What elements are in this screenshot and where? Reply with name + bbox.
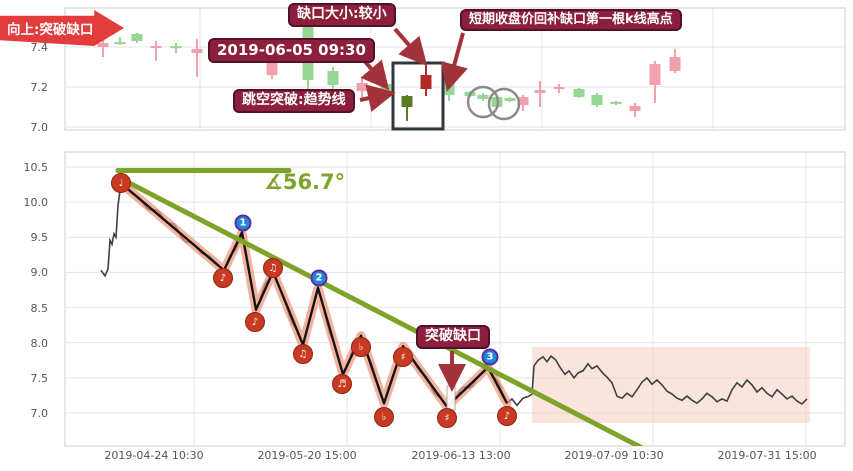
bottom-y-tick: 8.5 — [30, 301, 49, 315]
wave-note-marker: ♫ — [293, 344, 313, 364]
candlestick-series — [97, 25, 681, 121]
wave-note-marker: ♪ — [245, 312, 265, 332]
candle — [327, 71, 339, 85]
wave-note-marker: ♪ — [497, 406, 517, 426]
top-y-tick: 7.0 — [30, 121, 49, 134]
candle — [573, 89, 585, 97]
x-tick-label: 2019-07-31 15:00 — [717, 449, 817, 462]
wave-number-marker: 1 — [234, 214, 252, 232]
annotation-jump-breakout: 跳空突破:趋势线 — [233, 89, 355, 113]
gap-marker — [446, 385, 456, 411]
pattern-circle — [466, 85, 500, 119]
wave-note-marker: ♭ — [351, 337, 371, 357]
wave-note-marker: ♫ — [263, 258, 283, 278]
trend-line — [114, 173, 644, 446]
candle — [401, 96, 413, 107]
candle — [170, 46, 182, 48]
candle — [504, 98, 516, 101]
top-y-tick: 7.4 — [30, 41, 49, 54]
wave-note-marker: ♭ — [374, 407, 394, 427]
candle — [610, 102, 622, 104]
annotation-short-term-close: 短期收盘价回补缺口第一根k线高点 — [460, 9, 682, 32]
top-panel — [64, 7, 846, 131]
candle — [629, 106, 641, 111]
wave-number-marker: 3 — [481, 348, 499, 366]
x-tick-label: 2019-04-24 10:30 — [104, 449, 204, 462]
gap-highlight-box — [391, 61, 445, 131]
x-tick-label: 2019-05-20 15:00 — [257, 449, 357, 462]
annotation-datetime: 2019-06-05 09:30 — [208, 38, 375, 63]
wave-note-marker: ♩ — [111, 173, 131, 193]
bottom-y-tick: 7.5 — [30, 371, 49, 385]
bottom-panel — [64, 151, 846, 447]
candle — [380, 84, 392, 93]
top-y-tick: 7.2 — [30, 81, 49, 94]
candle — [131, 34, 143, 41]
candle — [356, 83, 368, 91]
candle — [649, 64, 661, 85]
wave-note-marker: ♬ — [332, 374, 352, 394]
pattern-circle — [487, 87, 521, 121]
candle — [669, 57, 681, 71]
candle — [114, 42, 126, 44]
wave-note-marker: ♯ — [437, 408, 457, 428]
candle — [420, 75, 432, 89]
candle — [534, 90, 546, 93]
bottom-y-tick: 8.0 — [30, 336, 49, 350]
candle — [97, 43, 109, 47]
candle — [266, 58, 278, 75]
candle — [517, 97, 529, 105]
direction-banner-label: 向上:突破缺口 — [7, 22, 94, 38]
wave-note-marker: ♯ — [393, 347, 413, 367]
direction-banner: 向上:突破缺口 — [0, 10, 124, 46]
candle — [150, 46, 162, 48]
bottom-y-tick: 10.5 — [23, 161, 49, 174]
candle — [191, 49, 203, 53]
bottom-y-tick: 10.0 — [23, 196, 49, 210]
annotation-gap-size: 缺口大小:较小 — [288, 3, 396, 27]
bottom-y-tick: 7.0 — [30, 407, 49, 420]
x-tick-label: 2019-07-09 10:30 — [564, 449, 664, 462]
x-tick-label: 2019-06-13 13:00 — [411, 449, 511, 462]
candle — [477, 95, 489, 99]
zigzag-line — [120, 182, 509, 408]
zigzag-glow — [116, 178, 512, 412]
consolidation-region — [532, 347, 810, 423]
wave-number-marker: 2 — [310, 269, 328, 287]
trendline-angle-label: ∡56.7° — [264, 170, 346, 194]
bottom-y-tick: 9.5 — [30, 231, 49, 245]
annotation-breakout-gap: 突破缺口 — [416, 325, 490, 349]
candle — [553, 87, 565, 89]
candle — [591, 95, 603, 105]
wave-note-marker: ♪ — [213, 268, 233, 288]
bottom-y-tick: 9.0 — [30, 266, 49, 280]
